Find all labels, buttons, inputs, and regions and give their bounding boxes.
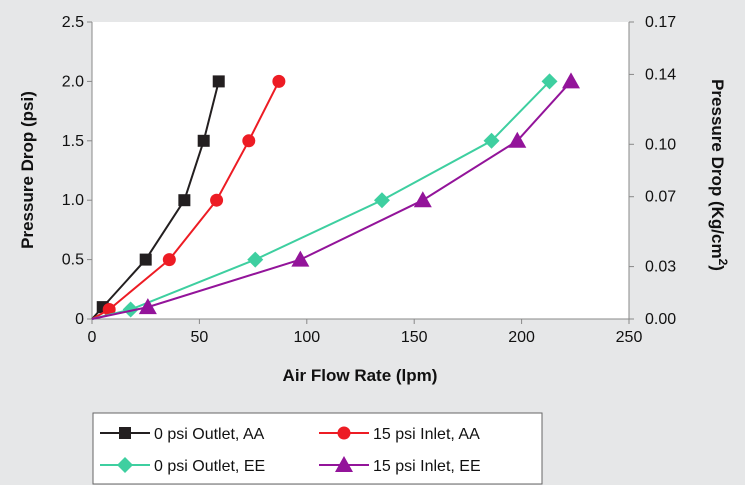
plot-area: [91, 22, 630, 320]
y-axis-title: Pressure Drop (psi): [18, 91, 37, 249]
y2-tick-label: 0.14: [645, 66, 676, 83]
y2-tick-label: 0.03: [645, 259, 676, 276]
y-tick-label: 2.5: [62, 14, 84, 31]
y2-axis-title-main: Pressure Drop (Kg/cm: [708, 79, 727, 259]
y-tick-label: 0: [75, 311, 84, 328]
legend-items: 0 psi Outlet, AA 15 psi Inlet, AA 0 psi Ou…: [100, 426, 481, 475]
y-tick-label: 1.5: [62, 133, 84, 150]
plot-background: [92, 22, 629, 319]
legend-label: 0 psi Outlet, AA: [154, 426, 265, 443]
data-point: [272, 74, 286, 88]
data-point: [373, 192, 390, 209]
series-layer: [91, 72, 581, 320]
series-line: [91, 80, 551, 320]
series-3: [91, 73, 558, 320]
data-point: [508, 131, 527, 148]
legend-item: 0 psi Outlet, EE: [100, 457, 265, 475]
legend-label: 15 psi Inlet, AA: [373, 426, 480, 443]
y2-tick-label: 0.17: [645, 14, 676, 31]
data-point: [178, 194, 191, 207]
data-point: [483, 132, 500, 149]
legend-label: 0 psi Outlet, EE: [154, 458, 265, 475]
y-tick-label: 1.0: [62, 192, 84, 209]
data-point: [242, 134, 256, 148]
y2-axis-title-close: ): [708, 265, 727, 271]
data-point: [291, 250, 310, 267]
legend-marker: [335, 456, 353, 472]
y2-tick-label: 0.10: [645, 136, 676, 153]
legend-marker: [119, 427, 131, 439]
data-point: [210, 193, 224, 207]
legend: 0 psi Outlet, AA 15 psi Inlet, AA 0 psi Ou…: [92, 412, 543, 485]
x-axis-title: Air Flow Rate (lpm): [283, 366, 438, 385]
legend-marker: [337, 426, 351, 440]
data-point: [247, 251, 264, 268]
y-tick-label: 2.0: [62, 73, 84, 90]
y2-axis-title: Pressure Drop (Kg/cm2): [708, 79, 730, 271]
data-point: [122, 301, 139, 318]
x-tick-label: 200: [508, 329, 535, 346]
y2-axis-title-sup: 2: [716, 259, 730, 266]
legend-item: 15 psi Inlet, AA: [319, 426, 480, 443]
axis-ticks: 0 50 100 150 200 250 0 0.5 1.0 1.5 2.0 2.5 0.00 0.03 0…: [62, 14, 676, 346]
x-tick-label: 150: [401, 329, 428, 346]
x-tick-label: 100: [293, 329, 320, 346]
data-point: [138, 298, 157, 315]
series-2: [91, 74, 286, 320]
legend-item: 15 psi Inlet, EE: [319, 456, 481, 475]
x-tick-label: 250: [616, 329, 643, 346]
legend-item: 0 psi Outlet, AA: [100, 426, 265, 443]
series-1: [91, 75, 225, 320]
x-tick-label: 50: [191, 329, 209, 346]
legend-box: [92, 412, 543, 485]
series-line: [91, 80, 572, 320]
x-tick-label: 0: [88, 329, 97, 346]
y2-tick-label: 0.07: [645, 189, 676, 206]
data-point: [102, 302, 116, 316]
data-point: [139, 253, 152, 266]
data-point: [541, 73, 558, 90]
data-point: [413, 191, 432, 208]
series-4: [91, 72, 581, 320]
data-point: [562, 72, 581, 89]
y2-tick-label: 0.00: [645, 311, 676, 328]
legend-marker: [117, 457, 133, 473]
data-point: [162, 253, 176, 267]
data-point: [212, 75, 225, 88]
data-point: [197, 134, 210, 147]
y-tick-label: 0.5: [62, 252, 84, 269]
legend-label: 15 psi Inlet, EE: [373, 458, 481, 475]
